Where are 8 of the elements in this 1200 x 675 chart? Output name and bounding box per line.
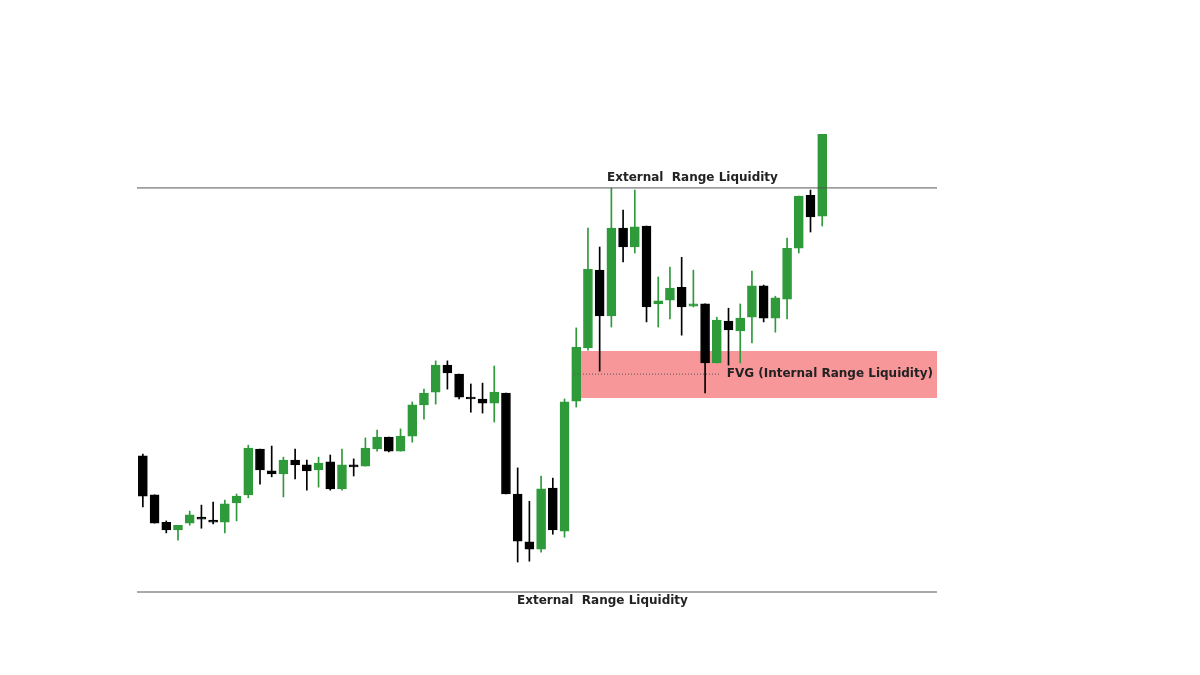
candlestick [489, 365, 500, 423]
ref-line-label: FVG (Internal Range Liquidity) [726, 366, 933, 381]
ref-line-label: External Range Liquidity [517, 593, 689, 608]
candlestick [290, 448, 300, 480]
candlestick [735, 303, 746, 364]
candlestick [665, 266, 675, 320]
candlestick [208, 501, 218, 525]
ref-line-label: External Range Liquidity [607, 170, 779, 185]
